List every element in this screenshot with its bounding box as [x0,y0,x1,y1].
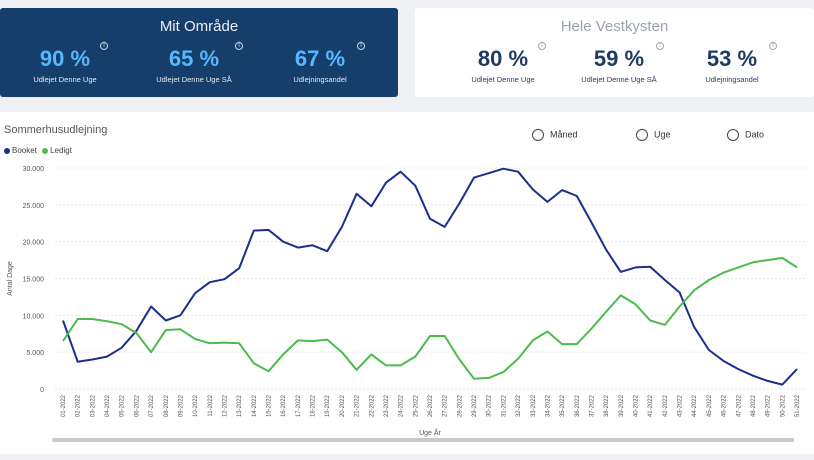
local-kpi-booked-week-last-year: 65 % Udlejet Denne Uge SÅ i [134,42,254,84]
chart-title: Sommerhusudlejning [4,124,108,136]
legend-available-label: Ledigt [50,146,72,155]
kpi-label: Udlejet Denne Uge [471,75,535,84]
kpi-label: Udlejet Denne Uge [33,75,97,84]
info-icon[interactable]: i [769,42,777,50]
kpi-label: Udlejet Denne Uge SÅ [156,75,232,84]
local-kpi-booked-week: 90 % Udlejet Denne Uge i [5,42,125,84]
kpi-value: 59 % [593,46,645,71]
legend-booked-marker [4,147,10,154]
filter-week-radio[interactable]: Uge [636,129,671,141]
coast-kpi-booked-week: 80 % Udlejet Denne Uge i [443,42,563,84]
local-kpi-rental-share: 67 % Udlejningsandel i [260,42,380,84]
rental-chart-panel: Sommerhusudlejning Booket Ledigt Måned U… [0,112,814,454]
filter-date-label: Dato [745,129,765,140]
kpi-label: Udlejet Denne Uge SÅ [581,75,657,84]
radio-circle-icon [636,129,648,141]
kpi-value: 90 % [39,46,91,71]
kpi-value: 65 % [168,46,220,71]
info-icon[interactable]: i [100,42,108,50]
kpi-value: 80 % [477,46,529,71]
info-icon[interactable]: i [235,42,243,50]
legend-booked-label: Booket [12,146,37,155]
filter-week-label: Uge [654,129,671,140]
info-icon[interactable]: i [538,42,546,50]
kpi-value: 53 % [706,46,758,71]
coast-kpi-rental-share: 53 % Udlejningsandel i [672,42,792,84]
filter-month-label: Måned [550,129,578,140]
filter-date-radio[interactable]: Dato [727,129,764,141]
legend-available-marker [42,147,49,154]
info-icon[interactable]: i [357,42,365,50]
filter-month-radio[interactable]: Måned [532,129,578,141]
info-icon[interactable]: i [656,42,664,50]
west-coast-card: Hele Vestkysten 80 % Udlejet Denne Uge i… [415,8,814,97]
kpi-label: Udlejningsandel [705,75,759,84]
horizontal-scrollbar[interactable] [52,438,794,442]
local-area-card: Mit Område 90 % Udlejet Denne Uge i 65 %… [0,8,398,97]
coast-kpi-booked-week-last-year: 59 % Udlejet Denne Uge SÅ i [559,42,679,84]
kpi-label: Udlejningsandel [293,75,347,84]
kpi-value: 67 % [294,46,346,71]
chart-legend: Booket Ledigt [4,146,72,155]
radio-circle-icon [532,129,544,141]
west-coast-title: Hele Vestkysten [560,18,669,35]
local-area-title: Mit Område [159,18,239,35]
radio-circle-icon [727,129,739,141]
